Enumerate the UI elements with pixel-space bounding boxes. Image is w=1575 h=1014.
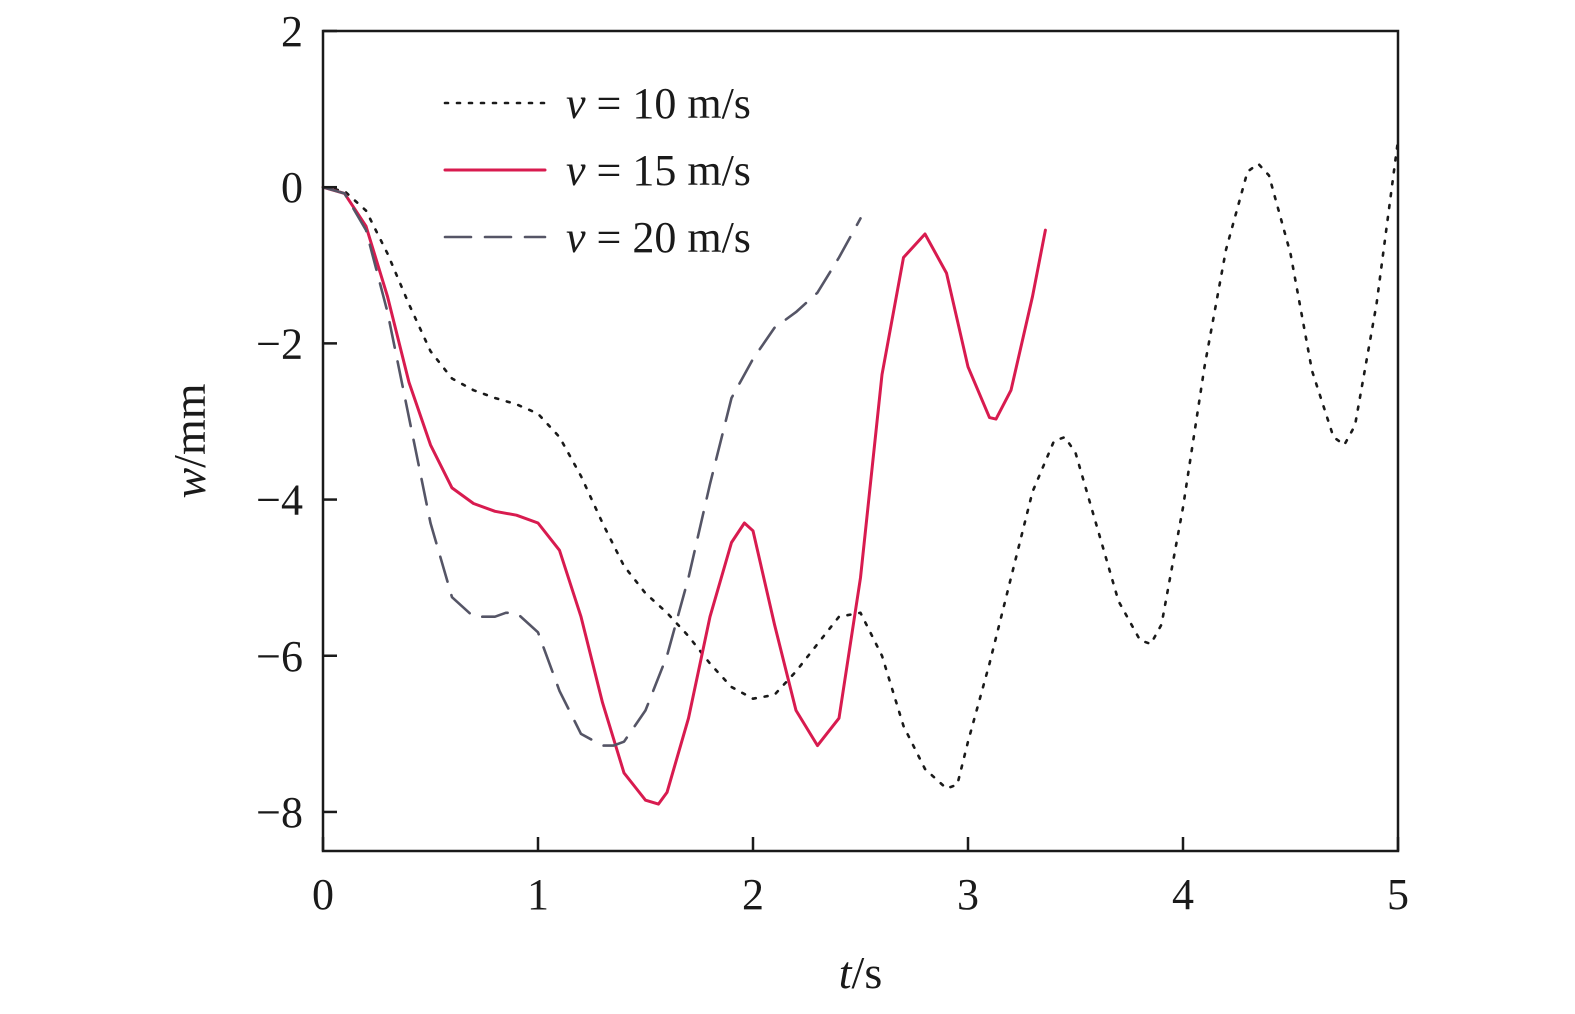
legend-label-text: = 20 m/s: [586, 213, 751, 262]
y-tick-label: −4: [256, 476, 303, 525]
x-ticks: 0 1 2 3 4 5: [312, 837, 1409, 919]
y-axis-label-unit: /mm: [164, 383, 215, 468]
x-axis-label-unit: /s: [852, 947, 883, 998]
y-tick-label: −8: [256, 788, 303, 837]
series-layer: [321, 139, 1400, 806]
legend-label: v = 10 m/s: [566, 79, 751, 128]
legend-label-text: = 15 m/s: [586, 146, 751, 195]
y-axis-label: w/mm: [164, 383, 215, 498]
x-tick-label: 0: [312, 870, 334, 919]
y-tick-label: −2: [256, 319, 303, 368]
legend-label-var: v: [566, 79, 586, 128]
x-tick-label: 3: [957, 870, 979, 919]
legend-label-text: = 10 m/s: [586, 79, 751, 128]
x-tick-label: 2: [742, 870, 764, 919]
x-tick-label: 1: [527, 870, 549, 919]
legend-label: v = 15 m/s: [566, 146, 751, 195]
y-axis-label-var: w: [164, 468, 215, 499]
legend-label-var: v: [566, 213, 586, 262]
legend-label: v = 20 m/s: [566, 213, 751, 262]
legend: v = 10 m/sv = 15 m/sv = 20 m/s: [443, 79, 751, 262]
x-tick-label: 4: [1172, 870, 1194, 919]
y-tick-label: 2: [281, 7, 303, 56]
y-tick-label: 0: [281, 163, 303, 212]
y-tick-label: −6: [256, 632, 303, 681]
plot-frame: [321, 29, 1400, 853]
x-axis-label-var: t: [839, 947, 853, 998]
legend-label-var: v: [566, 146, 586, 195]
series-line-solid: [321, 185, 1047, 806]
series-line-dotted: [321, 139, 1400, 790]
y-ticks: −8 −6 −4 −2 0 2: [256, 7, 337, 837]
series-line-dashed: [321, 185, 862, 747]
x-axis-label: t/s: [839, 947, 882, 998]
x-tick-label: 5: [1387, 870, 1409, 919]
